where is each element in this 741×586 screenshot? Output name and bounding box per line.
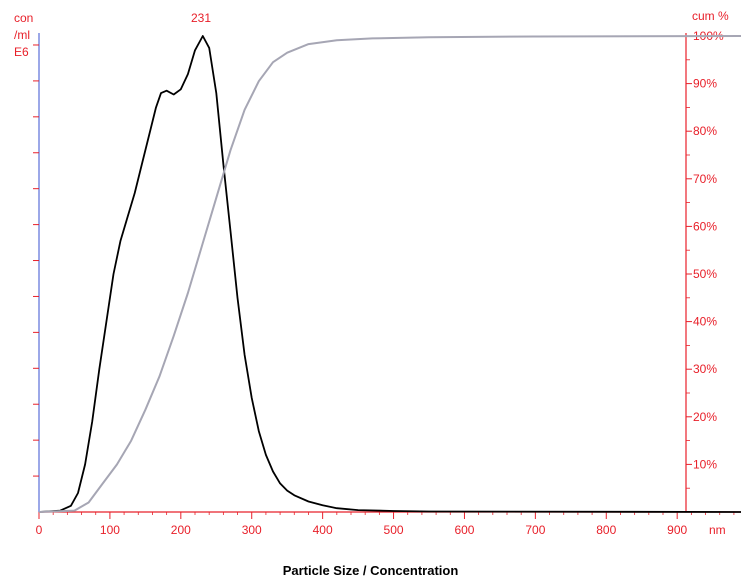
left-axis-label-line-1: con: [14, 11, 33, 25]
right-tick-label-10: 10%: [693, 457, 717, 471]
x-tick-label-0: 0: [36, 523, 43, 537]
peak-label: 231: [191, 11, 211, 25]
right-tick-label-80: 80%: [693, 124, 717, 138]
left-axis-ticks: [33, 44, 39, 477]
right-tick-label-50: 50%: [693, 267, 717, 281]
concentration-series-line: [38, 35, 741, 513]
x-tick-label-700: 700: [525, 523, 545, 537]
right-tick-label-40: 40%: [693, 315, 717, 329]
x-tick-label-200: 200: [171, 523, 191, 537]
cumulative-series-line: [38, 35, 741, 513]
right-tick-label-30: 30%: [693, 362, 717, 376]
x-tick-label-300: 300: [242, 523, 262, 537]
chart-caption: Particle Size / Concentration: [282, 563, 459, 578]
x-tick-label-500: 500: [384, 523, 404, 537]
right-axis-ticks: 10%20%30%40%50%60%70%80%90%100%: [686, 29, 724, 489]
x-axis-ticks: 0 100 200 300 400 500 600 700 800 900: [36, 512, 688, 537]
x-tick-label-900: 900: [667, 523, 687, 537]
right-tick-label-70: 70%: [693, 172, 717, 186]
right-tick-label-60: 60%: [693, 219, 717, 233]
x-tick-label-100: 100: [100, 523, 120, 537]
x-unit-label: nm: [709, 523, 726, 537]
right-axis-label: cum %: [692, 9, 729, 23]
series-lines: [38, 35, 741, 513]
left-axis-label-line-3: E6: [14, 45, 29, 59]
right-tick-label-90: 90%: [693, 77, 717, 91]
x-tick-label-400: 400: [313, 523, 333, 537]
right-tick-label-20: 20%: [693, 410, 717, 424]
x-tick-label-800: 800: [596, 523, 616, 537]
x-tick-label-600: 600: [454, 523, 474, 537]
left-axis-label: con /ml E6: [14, 11, 33, 59]
left-axis-label-line-2: /ml: [14, 28, 30, 42]
